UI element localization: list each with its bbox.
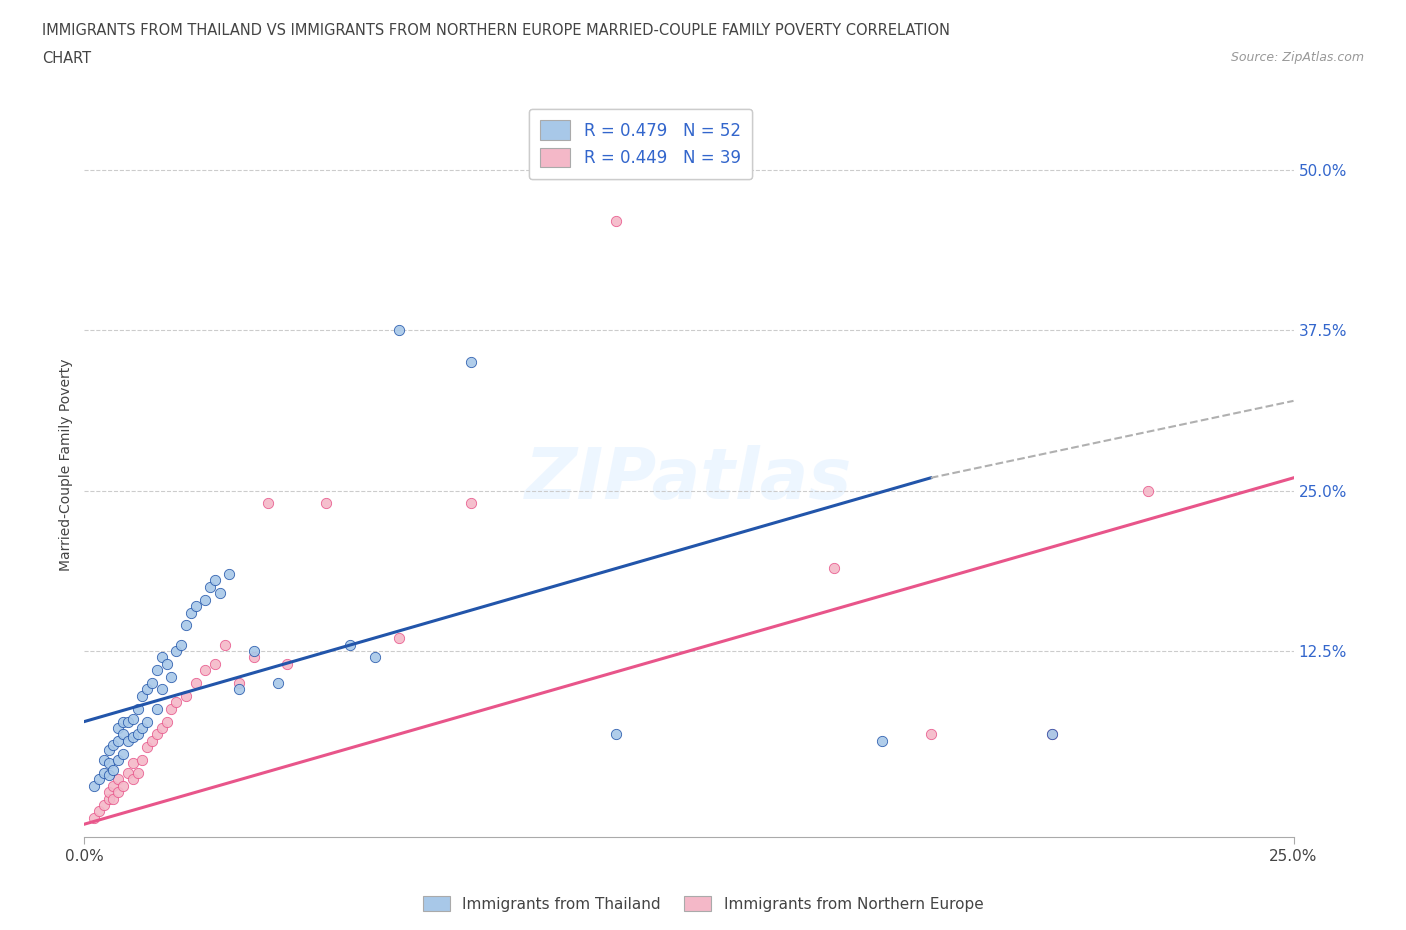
Point bbox=[204, 573, 226, 588]
Point bbox=[605, 727, 627, 742]
Legend: Immigrants from Thailand, Immigrants from Northern Europe: Immigrants from Thailand, Immigrants fro… bbox=[416, 889, 990, 918]
Point bbox=[165, 644, 187, 658]
Legend: R = 0.479   N = 52, R = 0.449   N = 39: R = 0.479 N = 52, R = 0.449 N = 39 bbox=[529, 109, 752, 179]
Point bbox=[460, 355, 482, 370]
Point bbox=[97, 791, 120, 806]
Point bbox=[165, 695, 187, 710]
Point bbox=[184, 599, 207, 614]
Point bbox=[117, 714, 139, 729]
Point bbox=[242, 644, 264, 658]
Point bbox=[1040, 727, 1063, 742]
Point bbox=[460, 496, 482, 511]
Point bbox=[363, 650, 385, 665]
Point bbox=[112, 727, 135, 742]
Point bbox=[136, 682, 159, 697]
Point bbox=[117, 765, 139, 780]
Point bbox=[388, 323, 411, 338]
Point bbox=[97, 742, 120, 757]
Point bbox=[107, 772, 129, 787]
Point bbox=[194, 592, 217, 607]
Point bbox=[160, 670, 183, 684]
Point bbox=[174, 688, 197, 703]
Point bbox=[170, 637, 193, 652]
Point bbox=[228, 682, 250, 697]
Point bbox=[194, 663, 217, 678]
Point bbox=[155, 714, 177, 729]
Point bbox=[315, 496, 337, 511]
Point bbox=[208, 586, 231, 601]
Point bbox=[150, 650, 173, 665]
Point bbox=[87, 772, 110, 787]
Point bbox=[103, 763, 125, 777]
Point bbox=[121, 729, 143, 744]
Point bbox=[920, 727, 942, 742]
Point bbox=[93, 765, 115, 780]
Point bbox=[103, 778, 125, 793]
Point bbox=[107, 752, 129, 767]
Point bbox=[242, 650, 264, 665]
Point bbox=[97, 755, 120, 770]
Point bbox=[150, 721, 173, 736]
Point bbox=[107, 721, 129, 736]
Point bbox=[198, 579, 221, 594]
Point bbox=[218, 566, 240, 581]
Point bbox=[107, 785, 129, 800]
Point bbox=[87, 804, 110, 818]
Point bbox=[83, 778, 105, 793]
Point bbox=[228, 675, 250, 690]
Point bbox=[160, 701, 183, 716]
Point bbox=[131, 721, 153, 736]
Text: CHART: CHART bbox=[42, 51, 91, 66]
Point bbox=[204, 657, 226, 671]
Point bbox=[141, 734, 163, 749]
Point bbox=[136, 714, 159, 729]
Point bbox=[112, 714, 135, 729]
Point bbox=[97, 768, 120, 783]
Point bbox=[103, 737, 125, 752]
Y-axis label: Married-Couple Family Poverty: Married-Couple Family Poverty bbox=[59, 359, 73, 571]
Text: Source: ZipAtlas.com: Source: ZipAtlas.com bbox=[1230, 51, 1364, 64]
Point bbox=[605, 214, 627, 229]
Point bbox=[127, 727, 149, 742]
Point bbox=[131, 688, 153, 703]
Point bbox=[180, 605, 202, 620]
Point bbox=[174, 618, 197, 632]
Point bbox=[146, 663, 169, 678]
Point bbox=[127, 765, 149, 780]
Point bbox=[121, 772, 143, 787]
Point bbox=[155, 657, 177, 671]
Point bbox=[112, 746, 135, 761]
Point bbox=[146, 701, 169, 716]
Point bbox=[872, 734, 894, 749]
Point bbox=[388, 631, 411, 645]
Point bbox=[257, 496, 280, 511]
Point bbox=[127, 701, 149, 716]
Point bbox=[214, 637, 236, 652]
Point bbox=[121, 711, 143, 726]
Point bbox=[103, 791, 125, 806]
Point bbox=[1137, 484, 1160, 498]
Point bbox=[131, 752, 153, 767]
Point bbox=[823, 560, 845, 575]
Point bbox=[141, 675, 163, 690]
Point bbox=[117, 734, 139, 749]
Point bbox=[121, 755, 143, 770]
Point bbox=[150, 682, 173, 697]
Point bbox=[93, 752, 115, 767]
Point bbox=[146, 727, 169, 742]
Point bbox=[339, 637, 361, 652]
Text: IMMIGRANTS FROM THAILAND VS IMMIGRANTS FROM NORTHERN EUROPE MARRIED-COUPLE FAMIL: IMMIGRANTS FROM THAILAND VS IMMIGRANTS F… bbox=[42, 23, 950, 38]
Text: ZIPatlas: ZIPatlas bbox=[526, 445, 852, 514]
Point bbox=[97, 785, 120, 800]
Point bbox=[107, 734, 129, 749]
Point bbox=[93, 798, 115, 813]
Point bbox=[112, 778, 135, 793]
Point bbox=[276, 657, 298, 671]
Point bbox=[83, 810, 105, 825]
Point bbox=[1040, 727, 1063, 742]
Point bbox=[267, 675, 290, 690]
Point bbox=[136, 739, 159, 754]
Point bbox=[184, 675, 207, 690]
